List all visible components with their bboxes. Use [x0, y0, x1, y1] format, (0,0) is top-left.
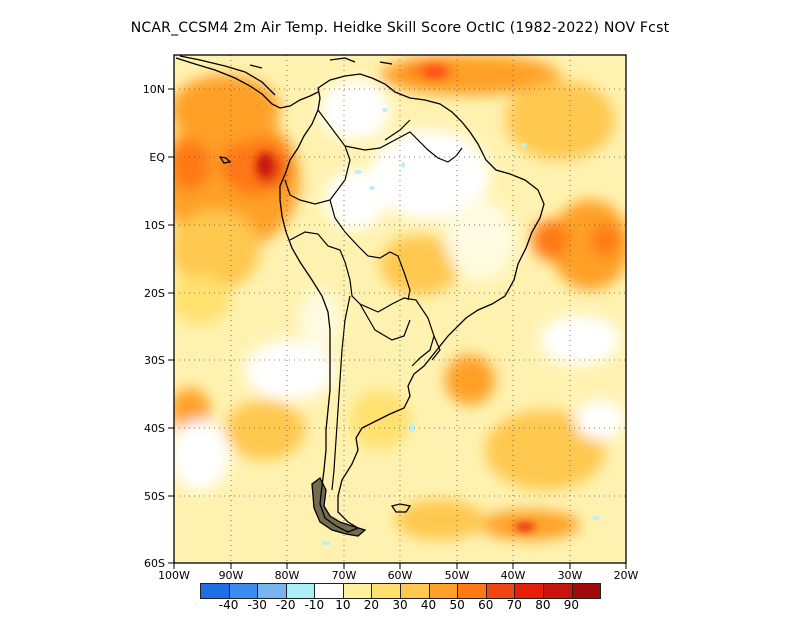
y-tick-label: 40S [144, 422, 165, 435]
x-axis-labels: 100W 90W 80W 70W 60W 50W 40W 30W 20W [158, 569, 638, 582]
legend-label: 90 [563, 598, 580, 612]
legend-label: -10 [304, 598, 325, 612]
y-tick-label: 10N [143, 83, 165, 96]
legend-label: 10 [335, 598, 351, 612]
x-tick-label: 70W [332, 569, 357, 582]
legend-swatch [200, 583, 230, 599]
legend-swatch [485, 583, 516, 599]
y-tick-label: 50S [144, 490, 165, 503]
map-title: NCAR_CCSM4 2m Air Temp. Heidke Skill Sco… [130, 20, 670, 36]
legend-swatch [257, 583, 287, 599]
x-tick-label: 30W [558, 569, 583, 582]
y-tick-label: 60S [144, 557, 165, 570]
legend-label: 70 [506, 598, 522, 612]
legend-swatch [542, 583, 573, 599]
y-tick-label: 30S [144, 354, 165, 367]
grid-lines [174, 55, 626, 563]
x-tick-label: 80W [275, 569, 300, 582]
color-legend [200, 583, 602, 599]
y-axis-labels: 10N EQ 10S 20S 30S 40S 50S 60S [143, 83, 166, 570]
legend-swatch [514, 583, 544, 599]
legend-swatch [371, 583, 402, 599]
legend-label: 80 [535, 598, 551, 612]
legend-label: -40 [218, 598, 239, 612]
legend-swatch [400, 583, 430, 599]
legend-label: 50 [449, 598, 465, 612]
legend-label: 20 [363, 598, 380, 612]
color-legend-labels: -40 -30 -20 -10 10 20 30 40 50 60 70 80 90 [0, 598, 800, 614]
legend-label: 60 [478, 598, 494, 612]
x-tick-label: 90W [219, 569, 244, 582]
legend-swatch [314, 583, 344, 599]
legend-label: -20 [275, 598, 296, 612]
x-tick-label: 50W [445, 569, 470, 582]
coastlines [175, 55, 545, 537]
legend-label: 30 [392, 598, 408, 612]
legend-label: -30 [247, 598, 267, 612]
legend-swatch [457, 583, 487, 599]
country-borders [284, 109, 463, 491]
x-tick-label: 100W [158, 569, 190, 582]
axis-ticks [168, 88, 627, 569]
legend-label: 40 [420, 598, 437, 612]
legend-swatch [285, 583, 316, 599]
y-tick-label: 10S [144, 219, 165, 232]
x-tick-label: 60W [388, 569, 413, 582]
legend-swatch [428, 583, 459, 599]
x-tick-label: 20W [614, 569, 639, 582]
legend-swatch [571, 583, 602, 599]
legend-swatch [342, 583, 373, 599]
shaded-field [174, 55, 626, 563]
y-tick-label: EQ [149, 151, 165, 164]
y-tick-label: 20S [144, 287, 165, 300]
legend-swatch [228, 583, 259, 599]
x-tick-label: 40W [501, 569, 526, 582]
